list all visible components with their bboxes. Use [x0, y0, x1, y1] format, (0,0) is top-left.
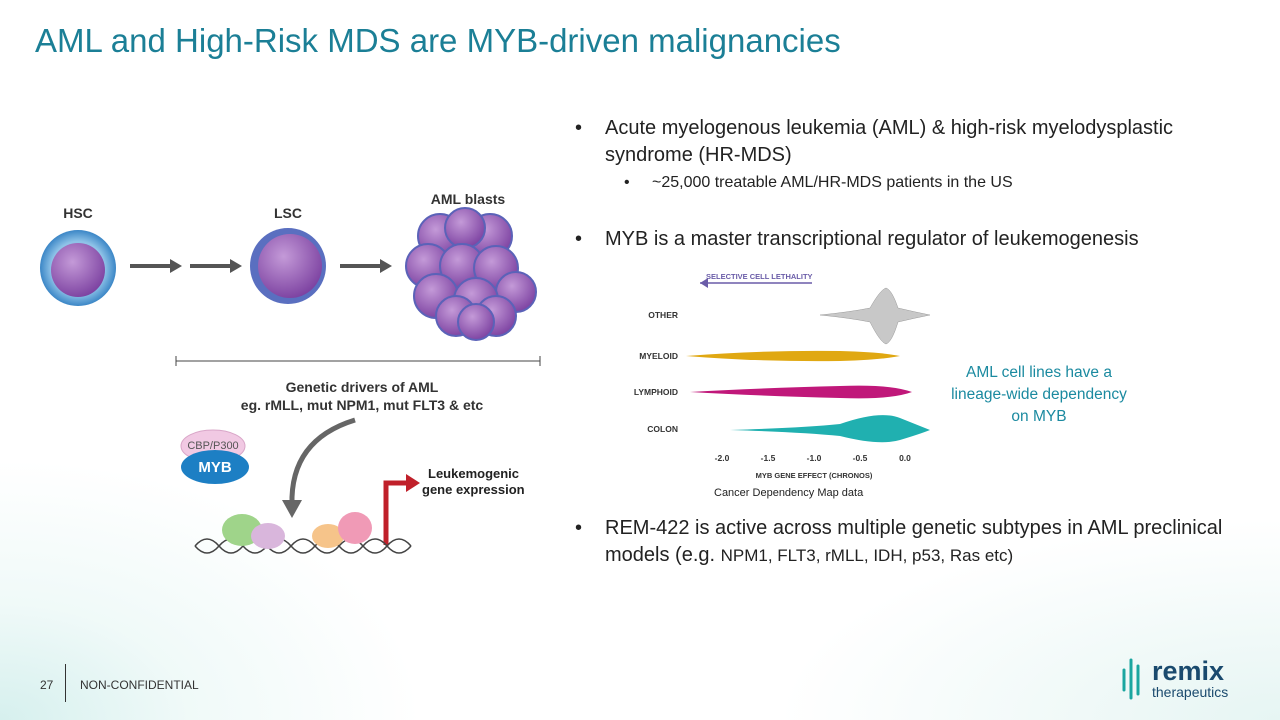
output-label: gene expression [422, 482, 525, 497]
bullet: REM-422 is active across multiple geneti… [575, 515, 1245, 569]
sub-bullet: ~25,000 treatable AML/HR-MDS patients in… [624, 174, 1013, 192]
lsc-nucleus [258, 234, 322, 298]
myb-label: MYB [198, 459, 232, 476]
group-label: MYELOID [639, 351, 678, 361]
arrows [130, 259, 392, 273]
dna [194, 538, 412, 554]
arrow-head [406, 474, 420, 492]
footer-divider [65, 664, 66, 702]
stage-label: AML blasts [431, 191, 506, 207]
figure-note: AML cell lines have a lineage-wide depen… [951, 364, 1127, 425]
logo-subword: therapeutics [1152, 684, 1228, 700]
x-tick-label: -1.5 [761, 453, 776, 463]
cofactor-label: CBP/P300 [187, 440, 238, 452]
dependency-figure: SELECTIVE CELL LETHALITY OTHER MYELOID L… [634, 272, 931, 480]
bullet: Acute myelogenous leukemia (AML) & high-… [575, 115, 1245, 169]
group-label: COLON [647, 424, 678, 434]
output-label: Leukemogenic [428, 466, 519, 481]
page-number: 27 [40, 678, 54, 692]
drivers-examples: eg. rMLL, mut NPM1, mut FLT3 & etc [241, 397, 484, 413]
protein-complex [222, 512, 372, 549]
stage-label: HSC [63, 205, 93, 221]
group-label: LYMPHOID [634, 387, 678, 397]
figure-arrow-label: SELECTIVE CELL LETHALITY [706, 272, 813, 281]
myb-shape [181, 450, 249, 484]
x-tick-label: 0.0 [899, 453, 911, 463]
expression-arrow [383, 480, 408, 545]
curved-arrow [289, 417, 356, 506]
bullet: MYB is a master transcriptional regulato… [575, 226, 1245, 253]
arrow-head [282, 500, 302, 518]
bullet-text-small: NPM1, FLT3, rMLL, IDH, p53, Ras etc) [720, 546, 1014, 565]
logo [1122, 658, 1140, 700]
figure-caption: Cancer Dependency Map data [714, 487, 864, 499]
group-label: OTHER [648, 310, 678, 320]
x-tick-label: -0.5 [853, 453, 868, 463]
logo-word: remix [1152, 656, 1224, 686]
x-tick-label: -1.0 [807, 453, 822, 463]
bullet-text: REM-422 is active across multiple geneti… [605, 517, 1223, 566]
x-tick-label: -2.0 [715, 453, 730, 463]
drivers-title: Genetic drivers of AML [286, 379, 439, 395]
hsc-nucleus [51, 243, 105, 297]
stage-label: LSC [274, 205, 302, 221]
footer-label: NON-CONFIDENTIAL [80, 678, 199, 692]
slide-title: AML and High-Risk MDS are MYB-driven mal… [35, 22, 841, 59]
x-axis-label: MYB GENE EFFECT (CHRONOS) [756, 471, 873, 480]
aml-blasts [405, 207, 537, 341]
